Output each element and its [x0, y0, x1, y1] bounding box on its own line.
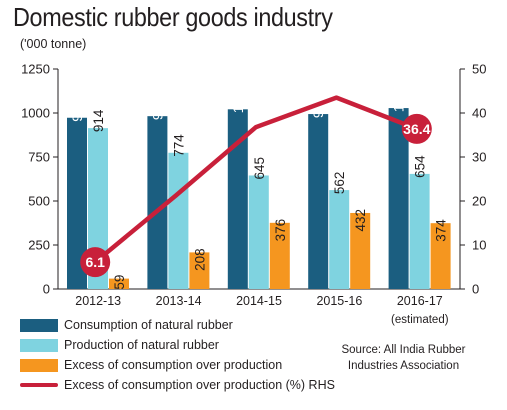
legend-label-consumption: Consumption of natural rubber: [64, 318, 233, 332]
bar-production: [329, 190, 350, 289]
y-tick-label-left: 1250: [21, 62, 50, 77]
line-excess-percent: [92, 95, 420, 265]
data-label: 645: [252, 157, 267, 180]
y-tick-label-right: 0: [472, 282, 479, 297]
data-label: 654: [413, 155, 428, 178]
data-label: 1,028: [392, 78, 407, 112]
x-tick-label: 2013-14: [156, 294, 202, 308]
legend-item-excess: Excess of consumption over production: [20, 357, 282, 373]
bar-excess: [109, 278, 129, 289]
line-marker-label: 6.1: [85, 254, 105, 270]
data-label: 376: [273, 219, 288, 242]
legend-swatch-excess-percent: [20, 383, 58, 387]
bar-production: [409, 173, 430, 289]
bar-excess: [350, 212, 371, 289]
x-tick-label: 2015-16: [316, 294, 362, 308]
unit-label: ('000 tonne): [20, 37, 87, 51]
chart-title: Domestic rubber goods industry: [13, 2, 333, 32]
data-label: 432: [353, 209, 368, 232]
data-label: 1,021: [231, 80, 246, 114]
y-tick-label-right: 20: [472, 194, 486, 209]
y-tick-label-right: 30: [472, 150, 486, 165]
y-tick-label-right: 10: [472, 238, 486, 253]
y-tick-label-left: 750: [28, 150, 50, 165]
legend-item-consumption: Consumption of natural rubber: [20, 317, 233, 333]
bar-excess: [189, 252, 210, 289]
bar-consumption: [147, 116, 168, 289]
y-tick-label-left: 0: [43, 282, 50, 297]
y-tick-label-right: 50: [472, 62, 486, 77]
bar-excess: [430, 223, 451, 289]
x-tick-note: (estimated): [391, 314, 449, 326]
data-label: 208: [192, 248, 207, 271]
bar-excess: [269, 222, 290, 289]
legend-swatch-consumption: [20, 318, 58, 332]
data-label: 914: [91, 109, 106, 132]
data-label: 982: [150, 98, 165, 121]
bar-consumption: [388, 108, 409, 290]
bar-production: [248, 175, 269, 289]
y-tick-label-left: 250: [28, 238, 50, 253]
data-label: 774: [171, 134, 186, 157]
bar-consumption: [308, 114, 329, 289]
line-marker-label: 36.4: [403, 121, 430, 137]
legend-label-excess-percent: Excess of consumption over production (%…: [64, 378, 335, 392]
data-label: 562: [332, 172, 347, 195]
bar-consumption: [227, 109, 248, 289]
x-tick-label: 2014-15: [236, 294, 282, 308]
bar-consumption: [67, 117, 87, 289]
x-tick-label: 2012-13: [75, 294, 121, 308]
legend-swatch-excess: [20, 358, 58, 372]
legend-label-excess: Excess of consumption over production: [64, 358, 283, 372]
data-label: 973: [70, 99, 85, 122]
y-tick-label-left: 1000: [21, 106, 50, 121]
bar-production: [168, 152, 189, 289]
x-tick-label: 2016-17: [397, 294, 443, 308]
legend-item-excess-percent: Excess of consumption over production (%…: [20, 377, 335, 393]
line-marker: [401, 113, 432, 144]
data-label: 59: [112, 275, 127, 290]
source-note: Source: All India Rubber Industries Asso…: [341, 344, 466, 372]
legend-swatch-production: [20, 338, 58, 352]
legend-label-production: Production of natural rubber: [64, 338, 219, 352]
line-marker: [80, 247, 111, 278]
legend-item-production: Production of natural rubber: [20, 337, 219, 353]
y-tick-label-right: 40: [472, 106, 486, 121]
data-label: 374: [434, 219, 449, 242]
y-tick-label-left: 500: [28, 194, 50, 209]
